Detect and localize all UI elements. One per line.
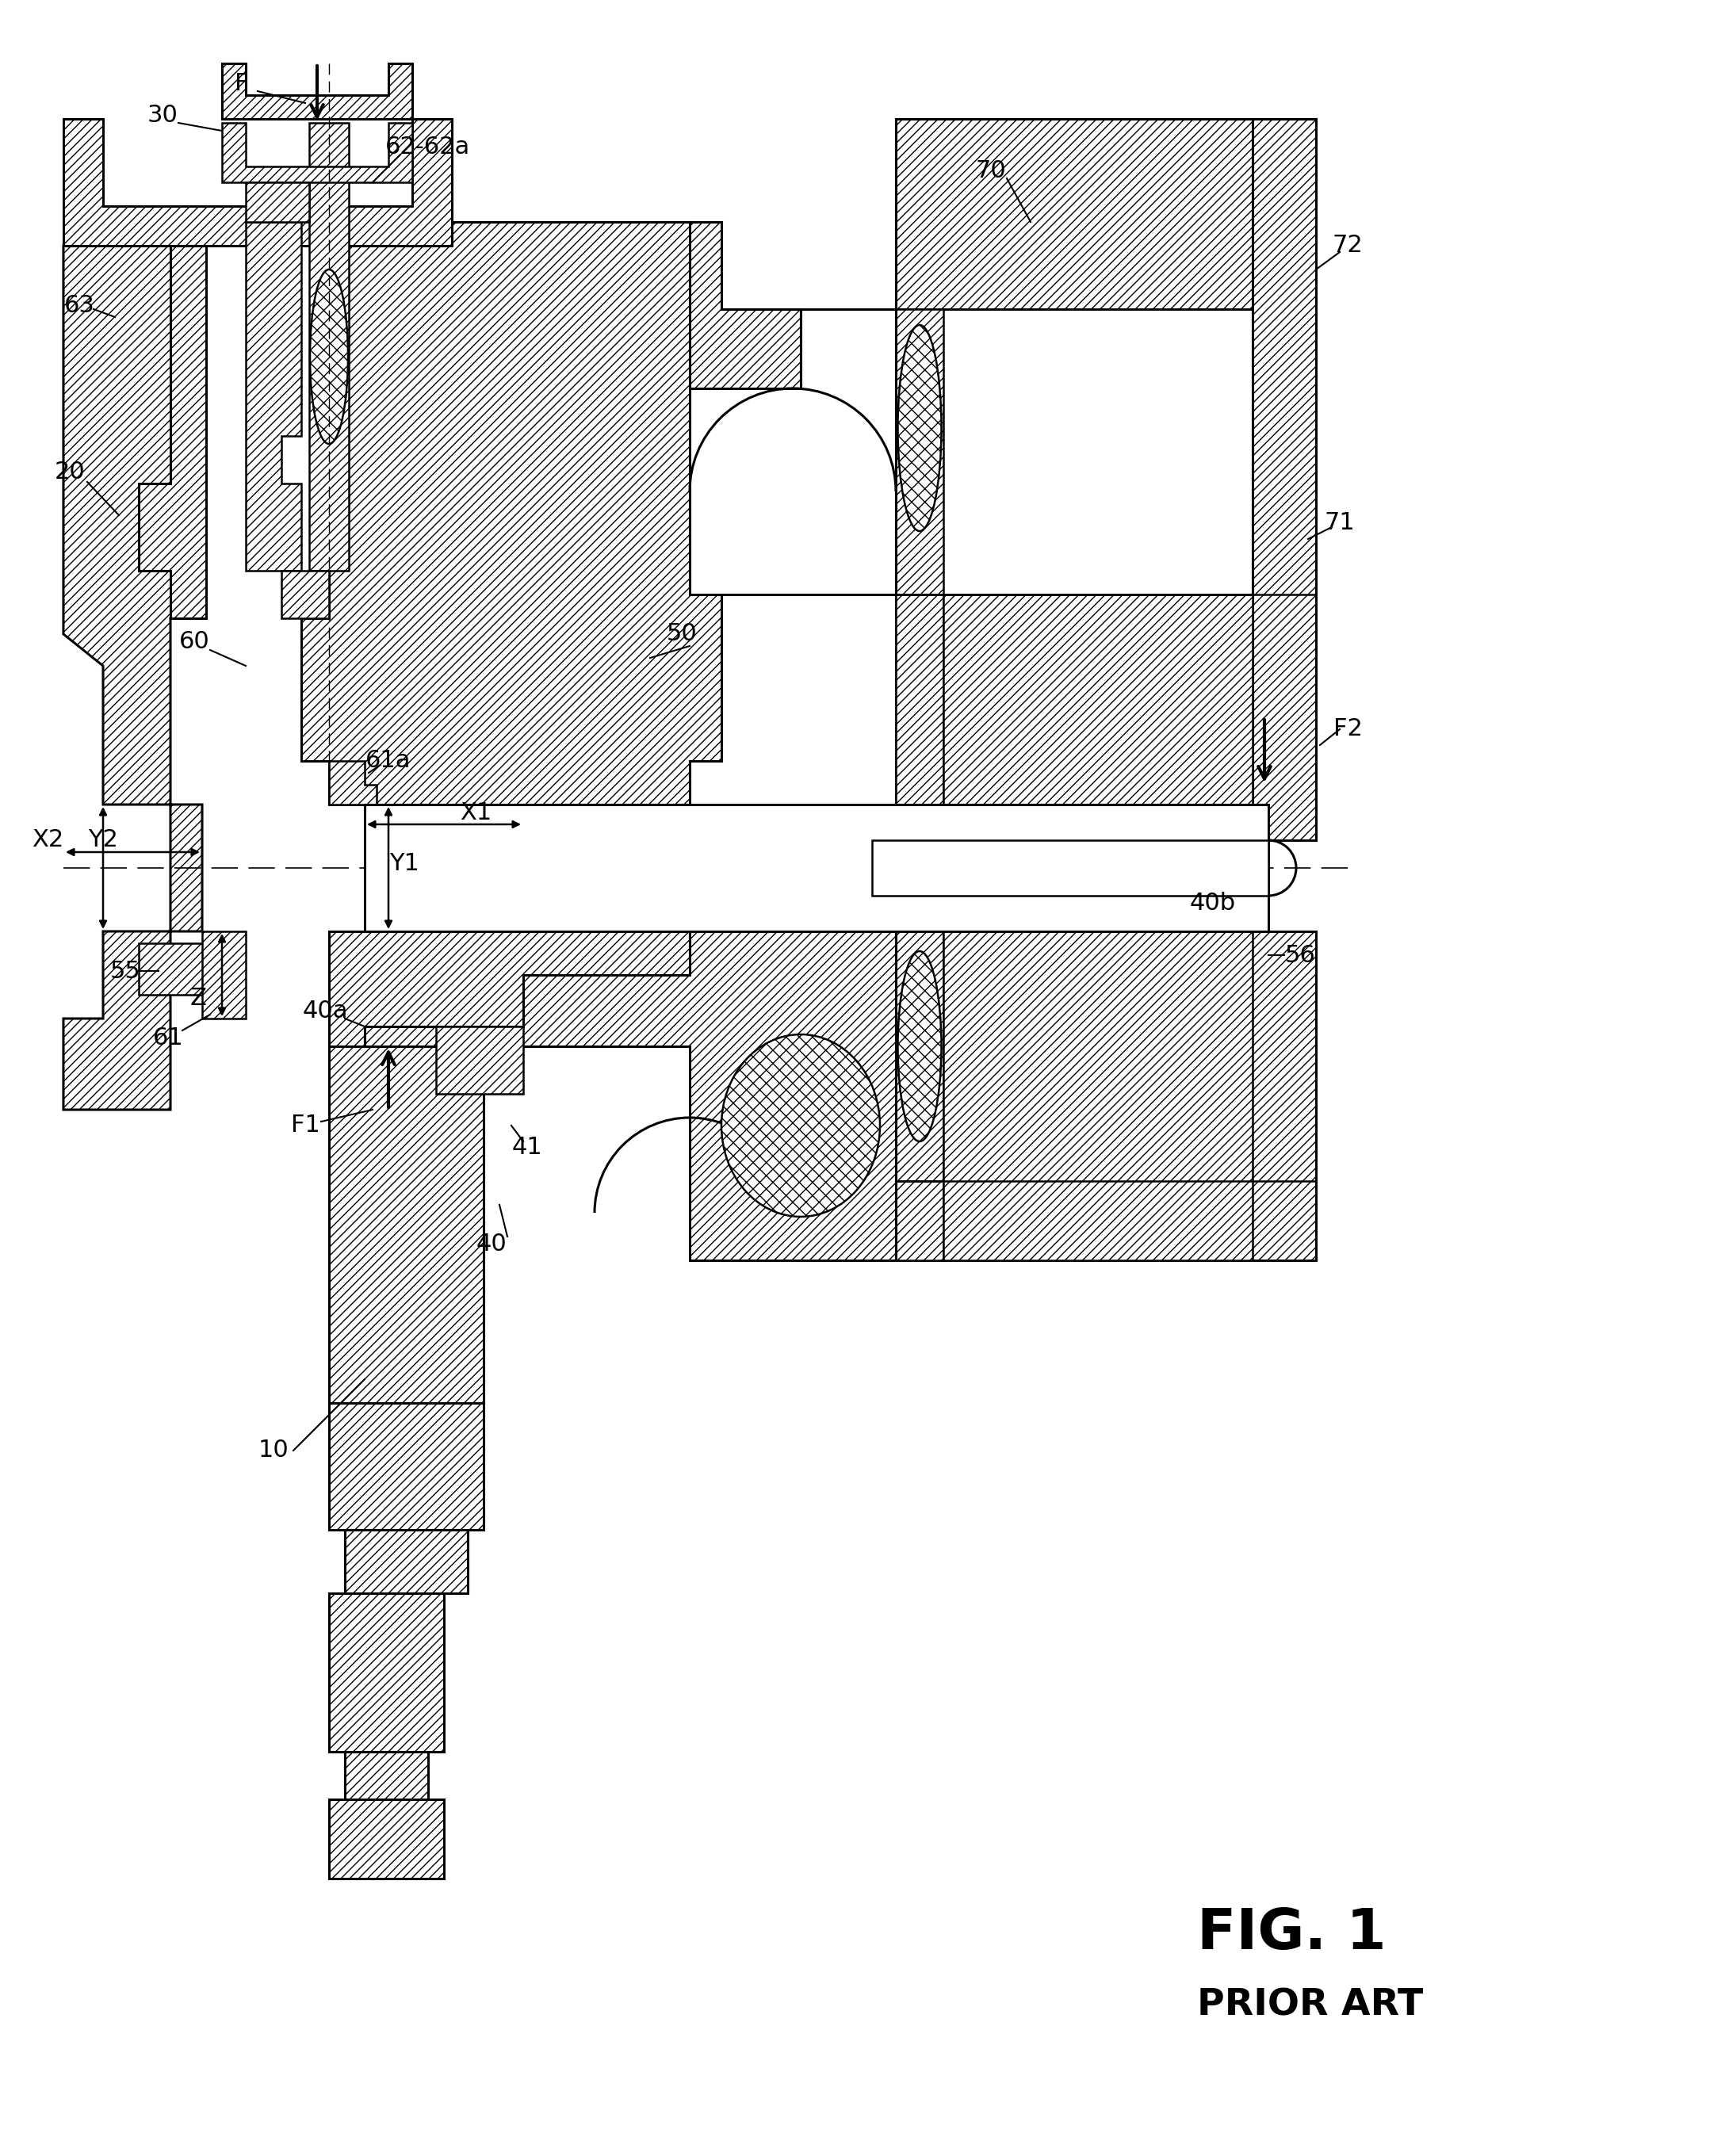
Text: F: F bbox=[235, 71, 249, 95]
Polygon shape bbox=[221, 123, 412, 183]
Polygon shape bbox=[64, 119, 451, 619]
Polygon shape bbox=[329, 761, 377, 804]
Text: 56: 56 bbox=[1285, 944, 1316, 966]
Polygon shape bbox=[896, 119, 1316, 308]
Text: Y1: Y1 bbox=[389, 852, 420, 875]
Polygon shape bbox=[64, 246, 206, 1110]
Polygon shape bbox=[246, 183, 309, 222]
Polygon shape bbox=[329, 1800, 444, 1878]
Text: 55: 55 bbox=[111, 959, 140, 983]
Text: 61a: 61a bbox=[365, 750, 412, 772]
Polygon shape bbox=[282, 571, 329, 619]
Polygon shape bbox=[896, 308, 944, 841]
Polygon shape bbox=[344, 1531, 469, 1593]
Text: 40b: 40b bbox=[1190, 893, 1236, 914]
Text: X1: X1 bbox=[460, 802, 491, 824]
Text: 70: 70 bbox=[975, 160, 1006, 181]
Polygon shape bbox=[944, 595, 1252, 841]
Text: 40a: 40a bbox=[303, 998, 348, 1022]
Polygon shape bbox=[690, 222, 801, 388]
Polygon shape bbox=[329, 1404, 484, 1531]
Text: 40: 40 bbox=[475, 1233, 507, 1257]
Polygon shape bbox=[309, 123, 349, 571]
Ellipse shape bbox=[897, 326, 941, 530]
Text: Z: Z bbox=[190, 987, 206, 1011]
Text: 61: 61 bbox=[152, 1026, 183, 1050]
Text: FIG. 1: FIG. 1 bbox=[1196, 1906, 1387, 1962]
Polygon shape bbox=[329, 1046, 484, 1404]
Text: PRIOR ART: PRIOR ART bbox=[1196, 1988, 1423, 2022]
Polygon shape bbox=[202, 931, 246, 1018]
Polygon shape bbox=[365, 804, 1269, 931]
Text: 20: 20 bbox=[54, 459, 85, 483]
Text: 72: 72 bbox=[1333, 235, 1362, 257]
Polygon shape bbox=[944, 931, 1252, 1261]
Text: 60: 60 bbox=[178, 630, 209, 653]
Text: F2: F2 bbox=[1333, 718, 1362, 742]
Ellipse shape bbox=[309, 270, 348, 444]
Polygon shape bbox=[329, 931, 690, 1046]
Polygon shape bbox=[1252, 119, 1316, 841]
Polygon shape bbox=[436, 1026, 524, 1093]
Polygon shape bbox=[365, 931, 896, 1261]
Polygon shape bbox=[138, 944, 218, 994]
Text: 71: 71 bbox=[1324, 511, 1356, 535]
Ellipse shape bbox=[897, 951, 941, 1141]
Text: 62-62a: 62-62a bbox=[386, 136, 470, 157]
Polygon shape bbox=[329, 1593, 444, 1751]
Ellipse shape bbox=[721, 1035, 880, 1216]
Text: 63: 63 bbox=[64, 293, 95, 317]
Polygon shape bbox=[896, 1181, 944, 1261]
Polygon shape bbox=[344, 1751, 429, 1800]
Text: 10: 10 bbox=[258, 1438, 289, 1462]
Polygon shape bbox=[896, 595, 944, 841]
Polygon shape bbox=[246, 222, 301, 571]
Polygon shape bbox=[871, 841, 1269, 895]
Polygon shape bbox=[896, 931, 1316, 1261]
Text: 30: 30 bbox=[147, 103, 178, 127]
Text: 50: 50 bbox=[666, 623, 697, 645]
Polygon shape bbox=[301, 222, 801, 804]
Polygon shape bbox=[221, 63, 412, 119]
Text: 41: 41 bbox=[512, 1136, 543, 1160]
Polygon shape bbox=[896, 931, 944, 1181]
Text: X2: X2 bbox=[31, 828, 64, 852]
Polygon shape bbox=[690, 308, 896, 595]
Text: F1: F1 bbox=[290, 1115, 320, 1136]
Text: Y2: Y2 bbox=[88, 828, 118, 852]
